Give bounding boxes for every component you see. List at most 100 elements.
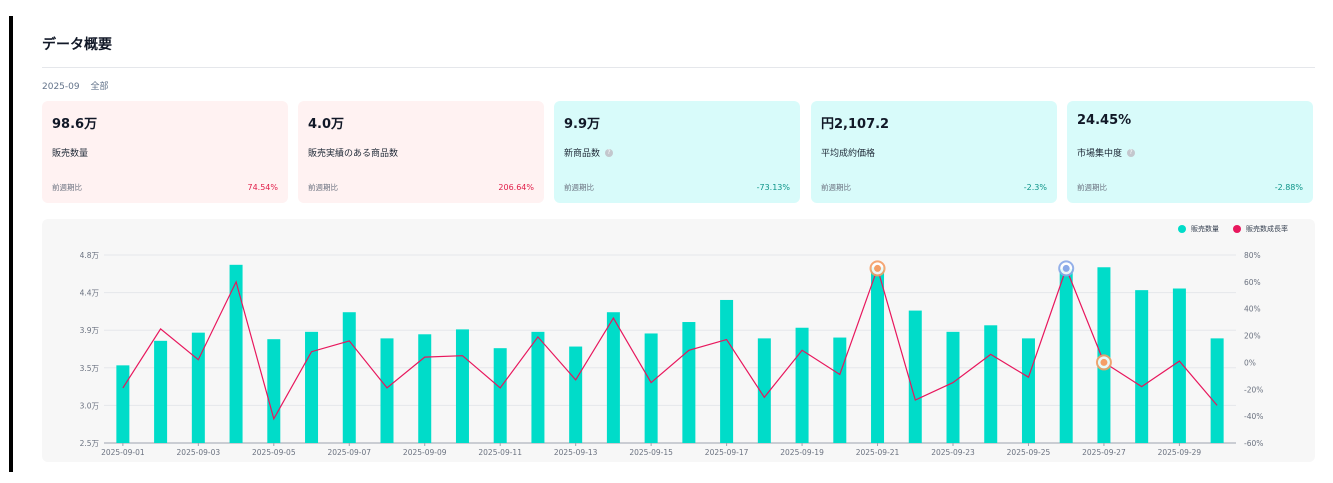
y-tick-label-right: 80% [1244,251,1261,260]
kpi-label: 平均成約価格 [821,146,875,159]
kpi-compare-label: 前週期比 [1077,183,1107,192]
bar [229,264,243,443]
bar [569,346,583,443]
bar [455,329,469,443]
y-tick-label-left: 4.4万 [80,289,100,298]
info-icon[interactable]: ? [605,148,614,157]
kpi-compare-label: 前週期比 [52,183,82,192]
bar [1210,338,1224,443]
legend-label-growth: 販売数成長率 [1246,225,1288,233]
bar [154,340,168,443]
bar [191,332,205,443]
y-tick-label-left: 3.5万 [80,364,100,373]
kpi-card[interactable]: 円2,107.2 平均成約価格前週期比 -2.3% [811,101,1057,203]
kpi-label: 販売数量 [52,146,88,159]
y-tick-label-right: 60% [1244,278,1261,287]
kpi-card[interactable]: 4.0万販売実績のある商品数 前週期比 206.64% [298,101,544,203]
kpi-label-text: 販売実績のある商品数 [308,149,399,159]
kpi-label: 市場集中度? [1077,146,1136,159]
x-tick-label: 2025-09-23 [931,448,975,457]
bar [946,331,960,443]
kpi-card[interactable]: 98.6万販売数量前週期比 74.54% [42,101,288,203]
bar [531,331,545,443]
kpi-card[interactable]: 24.45% 市場集中度? 前週期比 -2.88% [1067,101,1313,203]
kpi-compare-label: 前週期比 [821,183,851,192]
kpi-value: 円2,107.2 [821,117,890,132]
kpi-label-text: 市場集中度 [1077,149,1123,159]
kpi-label-text: 販売数量 [52,149,89,159]
filter-month[interactable]: 2025-09 [42,82,80,92]
x-tick-label: 2025-09-21 [856,448,900,457]
x-tick-label: 2025-09-05 [252,448,296,457]
y-tick-label-right: -40% [1244,412,1263,421]
kpi-value: 4.0万 [308,117,345,132]
x-tick-label: 2025-09-09 [403,448,447,457]
highlight-marker-center [1100,358,1108,366]
x-tick-label: 2025-09-29 [1158,448,1202,457]
bar [682,322,696,443]
bar [1135,290,1149,443]
bar [871,267,885,443]
highlight-marker-center [1062,264,1070,272]
bar [267,339,281,443]
x-tick-label: 2025-09-15 [629,448,673,457]
y-tick-label-left: 3.9万 [80,326,100,335]
bar [644,333,658,443]
bar [757,338,771,443]
kpi-card[interactable]: 9.9万 新商品数? 前週期比 -73.13% [554,101,800,203]
x-tick-label: 2025-09-17 [705,448,749,457]
y-tick-label-right: 40% [1244,305,1261,314]
y-tick-label-right: -60% [1244,439,1263,448]
y-tick-label-left: 3.0万 [80,401,100,410]
bar [1172,288,1186,443]
y-tick-label-right: -20% [1244,385,1263,394]
bar [795,327,809,443]
kpi-value: 24.45% [1077,113,1132,128]
filter-summary: 2025-09 全部 [42,79,117,92]
x-tick-label: 2025-09-11 [478,448,522,457]
left-accent-bar [9,16,13,472]
kpi-change: -2.3% [1023,183,1047,192]
info-icon[interactable]: ? [1127,148,1136,157]
kpi-change: 74.54% [247,183,278,192]
x-tick-label: 2025-09-27 [1082,448,1126,457]
kpi-label: 新商品数? [564,146,614,159]
bar [493,348,507,443]
bar [418,334,432,443]
legend-dot-icon [1233,225,1241,233]
kpi-change: 206.64% [498,183,534,192]
bar [1059,268,1073,443]
kpi-value: 98.6万 [52,117,98,132]
bar [116,365,130,443]
y-tick-label-left: 2.5万 [80,439,100,448]
bar [1021,338,1035,443]
divider [42,67,1315,68]
x-tick-label: 2025-09-25 [1007,448,1051,457]
filter-scope[interactable]: 全部 [90,82,109,92]
kpi-value: 9.9万 [564,117,601,132]
x-tick-label: 2025-09-19 [780,448,824,457]
legend-item-sales[interactable]: 販売数量 [1178,224,1219,234]
legend-label-sales: 販売数量 [1191,225,1219,233]
legend-item-growth[interactable]: 販売数成長率 [1233,224,1288,234]
highlight-marker-center [874,264,882,272]
x-tick-label: 2025-09-03 [177,448,221,457]
y-tick-label-right: 20% [1244,332,1261,341]
bar [606,312,620,443]
growth-line [122,266,1218,421]
bar [305,331,319,443]
page-title: データ概要 [42,37,112,53]
kpi-label: 販売実績のある商品数 [308,146,398,159]
x-tick-label: 2025-09-01 [101,448,145,457]
bar [380,338,394,443]
kpi-label-text: 新商品数 [564,149,601,159]
x-tick-label: 2025-09-13 [554,448,598,457]
kpi-compare-label: 前週期比 [308,183,338,192]
kpi-change: -73.13% [756,183,790,192]
bar [908,310,922,443]
bar [342,312,356,443]
bar [720,299,734,443]
bar [984,325,998,443]
x-tick-label: 2025-09-07 [327,448,371,457]
